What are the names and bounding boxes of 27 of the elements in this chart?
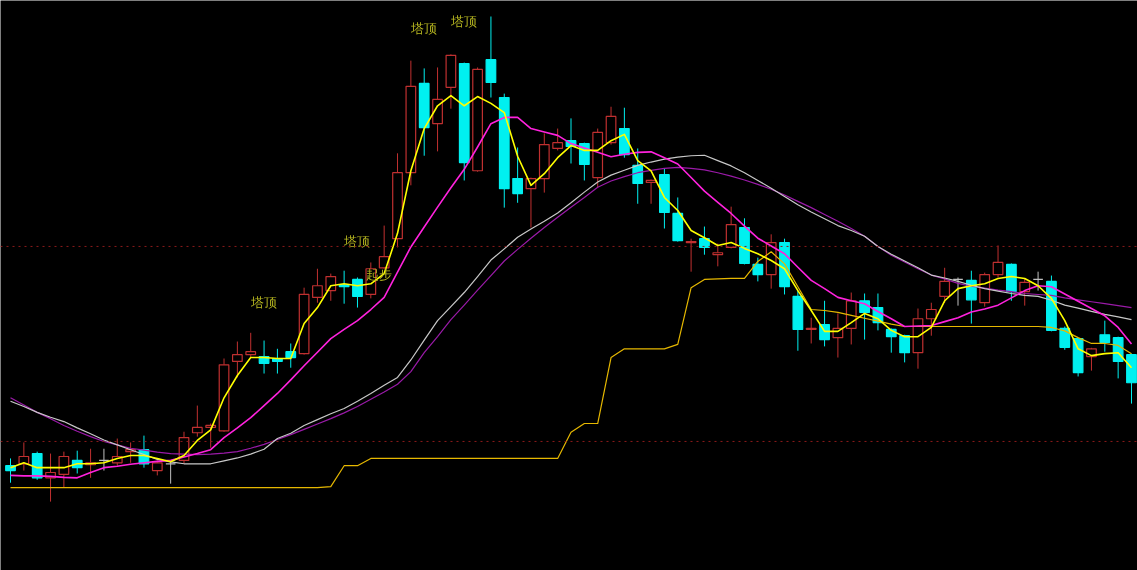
candlestick: [58, 451, 70, 489]
candlestick: [512, 146, 524, 204]
candlestick: [952, 277, 964, 307]
candlestick: [98, 448, 110, 472]
candlestick: [1099, 320, 1111, 353]
candlestick: [191, 405, 203, 438]
candlestick: [752, 257, 764, 282]
candlestick: [1032, 271, 1044, 292]
annotation: 塔顶: [250, 295, 278, 311]
candlestick: [685, 238, 697, 273]
candlestick: [819, 300, 830, 347]
candlestick: [805, 317, 817, 344]
candlestick: [699, 226, 710, 256]
annotation: 塔顶: [450, 13, 478, 29]
candlestick: [352, 277, 363, 309]
candlestick: [1059, 325, 1071, 351]
candlestick: [552, 128, 564, 151]
annotation: 塔顶: [410, 21, 438, 37]
candlestick: [245, 332, 257, 359]
annotation: 塔顶: [343, 234, 371, 250]
candlestick: [485, 16, 497, 99]
candlestick: [925, 302, 937, 337]
candlestick: [899, 334, 911, 363]
candlestick: [312, 268, 323, 304]
candlestick: [325, 273, 337, 302]
candlestick: [632, 147, 644, 205]
candlestick: [992, 244, 1004, 278]
